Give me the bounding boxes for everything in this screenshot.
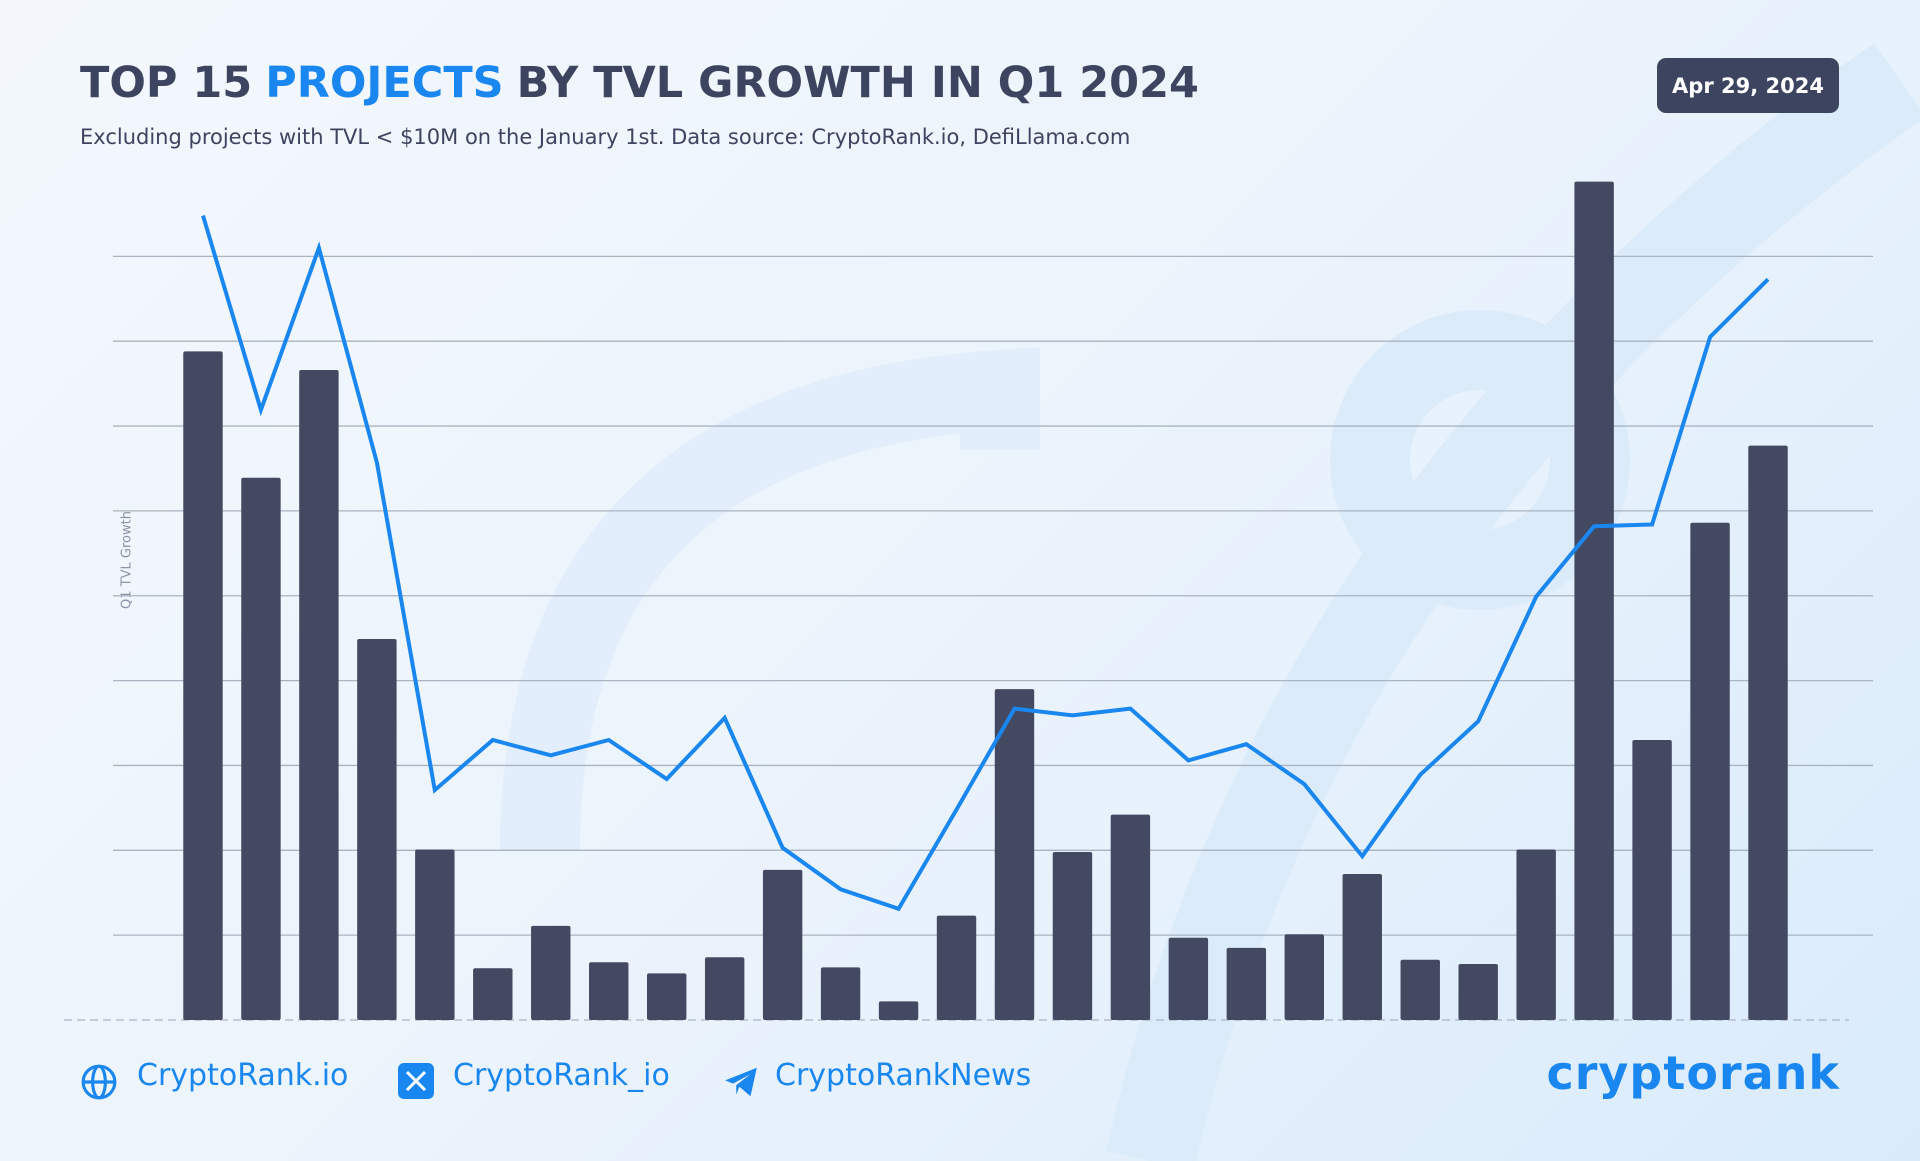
bar <box>473 968 513 1020</box>
bar <box>762 869 803 1020</box>
subtitle: Excluding projects with TVL < $10M on th… <box>80 125 1131 149</box>
bar <box>878 1001 919 1020</box>
globe-icon <box>81 1064 117 1100</box>
bar <box>1052 851 1093 1020</box>
bar <box>299 370 339 1020</box>
date-badge: Apr 29, 2024 <box>1657 58 1839 113</box>
bar <box>1632 739 1672 1020</box>
bar <box>589 962 629 1020</box>
bar <box>415 849 455 1020</box>
bar <box>1516 849 1556 1020</box>
bar <box>1458 963 1498 1020</box>
bar <box>1168 937 1209 1020</box>
line <box>201 215 1770 912</box>
bar <box>1342 874 1382 1020</box>
bar <box>936 915 977 1020</box>
y-axis-label: Q1 TVL Growth <box>120 511 135 609</box>
title: TOP 15 PROJECTS BY TVL GROWTH IN Q1 2024 <box>80 58 1212 108</box>
telegram-icon <box>725 1067 757 1097</box>
footer-link[interactable]: CryptoRank.io <box>137 1058 349 1093</box>
footer-link[interactable]: CryptoRank_io <box>453 1058 670 1093</box>
bar <box>183 351 223 1021</box>
bar <box>820 967 861 1020</box>
title-part: PROJECTS <box>265 58 504 108</box>
bar <box>1574 181 1614 1020</box>
bar <box>1690 522 1730 1020</box>
bar <box>357 639 397 1020</box>
x-icon <box>398 1063 434 1099</box>
title-part: TOP 15 <box>80 58 253 108</box>
footer-link[interactable]: CryptoRankNews <box>775 1058 1032 1093</box>
title-part: BY TVL GROWTH IN Q1 2024 <box>516 58 1199 108</box>
bar <box>1226 947 1267 1020</box>
bar <box>646 973 687 1020</box>
bar <box>994 689 1035 1020</box>
bg-curve <box>500 347 1040 851</box>
bar <box>1748 445 1788 1020</box>
bar <box>1284 934 1325 1020</box>
logo: cryptorank <box>1546 1046 1840 1100</box>
bar <box>241 477 281 1021</box>
bar <box>531 925 571 1020</box>
bar <box>1110 814 1151 1020</box>
bar <box>704 957 745 1020</box>
bar <box>1400 959 1440 1020</box>
